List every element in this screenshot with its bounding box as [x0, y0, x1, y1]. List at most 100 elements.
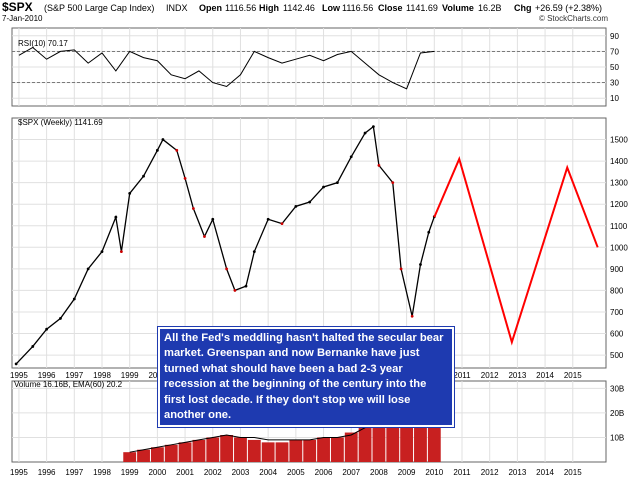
open-value: 1116.56 — [225, 3, 256, 13]
x-tick-label: 2014 — [536, 371, 554, 380]
price-tick-label: 700 — [610, 308, 624, 317]
symbol-name: (S&P 500 Large Cap Index) — [44, 3, 154, 13]
rsi-tick-label: 90 — [610, 32, 619, 41]
x-tick-label: 2011 — [453, 468, 471, 477]
x-tick-label: 2000 — [148, 371, 166, 380]
price-tick-label: 1400 — [610, 157, 628, 166]
price-point — [155, 148, 159, 152]
x-tick-label: 1997 — [65, 468, 83, 477]
price-point — [427, 230, 431, 234]
volume-bar — [427, 422, 441, 462]
volume-bar — [178, 442, 192, 462]
price-legend: $SPX (Weekly) 1141.69 — [18, 118, 103, 127]
x-tick-label: 2001 — [176, 468, 194, 477]
x-tick-label: 1996 — [38, 371, 56, 380]
rsi-line — [18, 46, 435, 90]
rsi-tick-label: 70 — [610, 47, 619, 56]
volume-label: Volume — [442, 3, 474, 13]
x-tick-label: 2009 — [398, 468, 416, 477]
price-point — [100, 250, 104, 254]
close-value: 1141.69 — [406, 3, 438, 13]
volume-bar — [275, 442, 289, 462]
volume-bar — [206, 437, 220, 462]
x-tick-label: 2005 — [287, 468, 305, 477]
price-point — [59, 317, 62, 320]
x-tick-label: 2010 — [425, 468, 443, 477]
price-point — [142, 174, 145, 178]
price-point — [119, 250, 123, 254]
symbol-title: $SPX — [2, 0, 33, 14]
x-tick-label: 1999 — [121, 468, 139, 477]
price-point — [322, 185, 325, 189]
volume-tick-label: 30B — [610, 384, 624, 393]
price-point — [233, 289, 237, 292]
price-tick-label: 900 — [610, 265, 624, 274]
x-tick-label: 1997 — [65, 371, 83, 380]
low-value: 1116.56 — [342, 3, 373, 13]
price-point — [191, 207, 195, 210]
x-tick-label: 2012 — [481, 468, 499, 477]
x-tick-label: 2011 — [453, 371, 471, 380]
price-point — [410, 314, 414, 318]
price-point — [31, 345, 35, 348]
x-tick-label: 2012 — [481, 371, 499, 380]
x-tick-label: 2015 — [564, 468, 582, 477]
high-value: 1142.46 — [283, 3, 315, 13]
projection-line — [433, 155, 599, 346]
volume-bar — [247, 439, 261, 462]
x-tick-label: 1996 — [38, 468, 56, 477]
price-tick-label: 500 — [610, 351, 624, 360]
x-tick-label: 2002 — [204, 468, 222, 477]
volume-bar — [192, 439, 206, 462]
rsi-tick-label: 50 — [610, 63, 619, 72]
date-label: 7-Jan-2010 — [2, 14, 43, 23]
x-tick-label: 2007 — [342, 468, 360, 477]
volume-legend: Volume 16.16B, EMA(60) 20.2 — [14, 380, 123, 389]
volume-value: 16.2B — [478, 3, 502, 13]
x-tick-label: 1998 — [93, 371, 111, 380]
volume-bar — [261, 442, 275, 462]
price-panel: 500 600 700 800 900 1000 1100 1200 1300 1400 1500 — [11, 117, 628, 369]
watermark: © StockCharts.com — [539, 14, 608, 23]
price-tick-label: 600 — [610, 330, 624, 339]
volume-bar — [289, 439, 303, 462]
x-tick-label: 2013 — [508, 371, 526, 380]
price-point — [128, 192, 132, 195]
price-point — [335, 181, 339, 185]
price-tick-label: 1100 — [610, 222, 628, 231]
price-point — [399, 267, 403, 271]
price-point — [371, 125, 375, 129]
volume-bar — [330, 437, 344, 462]
volume-bar — [344, 432, 358, 462]
price-point — [45, 327, 49, 331]
price-point — [183, 176, 187, 180]
x-tick-label: 2008 — [370, 468, 388, 477]
annotation-box: All the Fed's meddling hasn't halted the… — [157, 325, 455, 429]
price-point — [244, 284, 248, 288]
rsi-panel: 10 30 50 70 90 — [11, 27, 619, 107]
price-point — [266, 217, 270, 221]
volume-bar — [317, 437, 330, 462]
open-label: Open — [199, 3, 222, 13]
price-point — [72, 297, 76, 301]
price-point — [308, 200, 312, 204]
price-tick-label: 1000 — [610, 243, 628, 252]
price-point — [377, 164, 381, 167]
price-point — [175, 148, 179, 152]
volume-bar — [220, 435, 234, 462]
close-label: Close — [378, 3, 403, 13]
x-tick-label: 2003 — [232, 468, 250, 477]
price-point — [161, 138, 165, 141]
x-tick-label: 2006 — [315, 468, 333, 477]
price-point — [203, 235, 206, 238]
price-point — [211, 217, 215, 221]
x-tick-label: 1995 — [10, 371, 28, 380]
rsi-legend: RSI(10) 70.17 — [18, 39, 68, 48]
price-tick-label: 800 — [610, 286, 624, 295]
x-tick-label: 2004 — [259, 468, 277, 477]
x-tick-label: 1995 — [10, 468, 28, 477]
x-tick-label: 2015 — [564, 371, 582, 380]
chg-label: Chg — [514, 3, 532, 13]
volume-bar — [150, 447, 164, 462]
volume-bar — [234, 437, 247, 462]
